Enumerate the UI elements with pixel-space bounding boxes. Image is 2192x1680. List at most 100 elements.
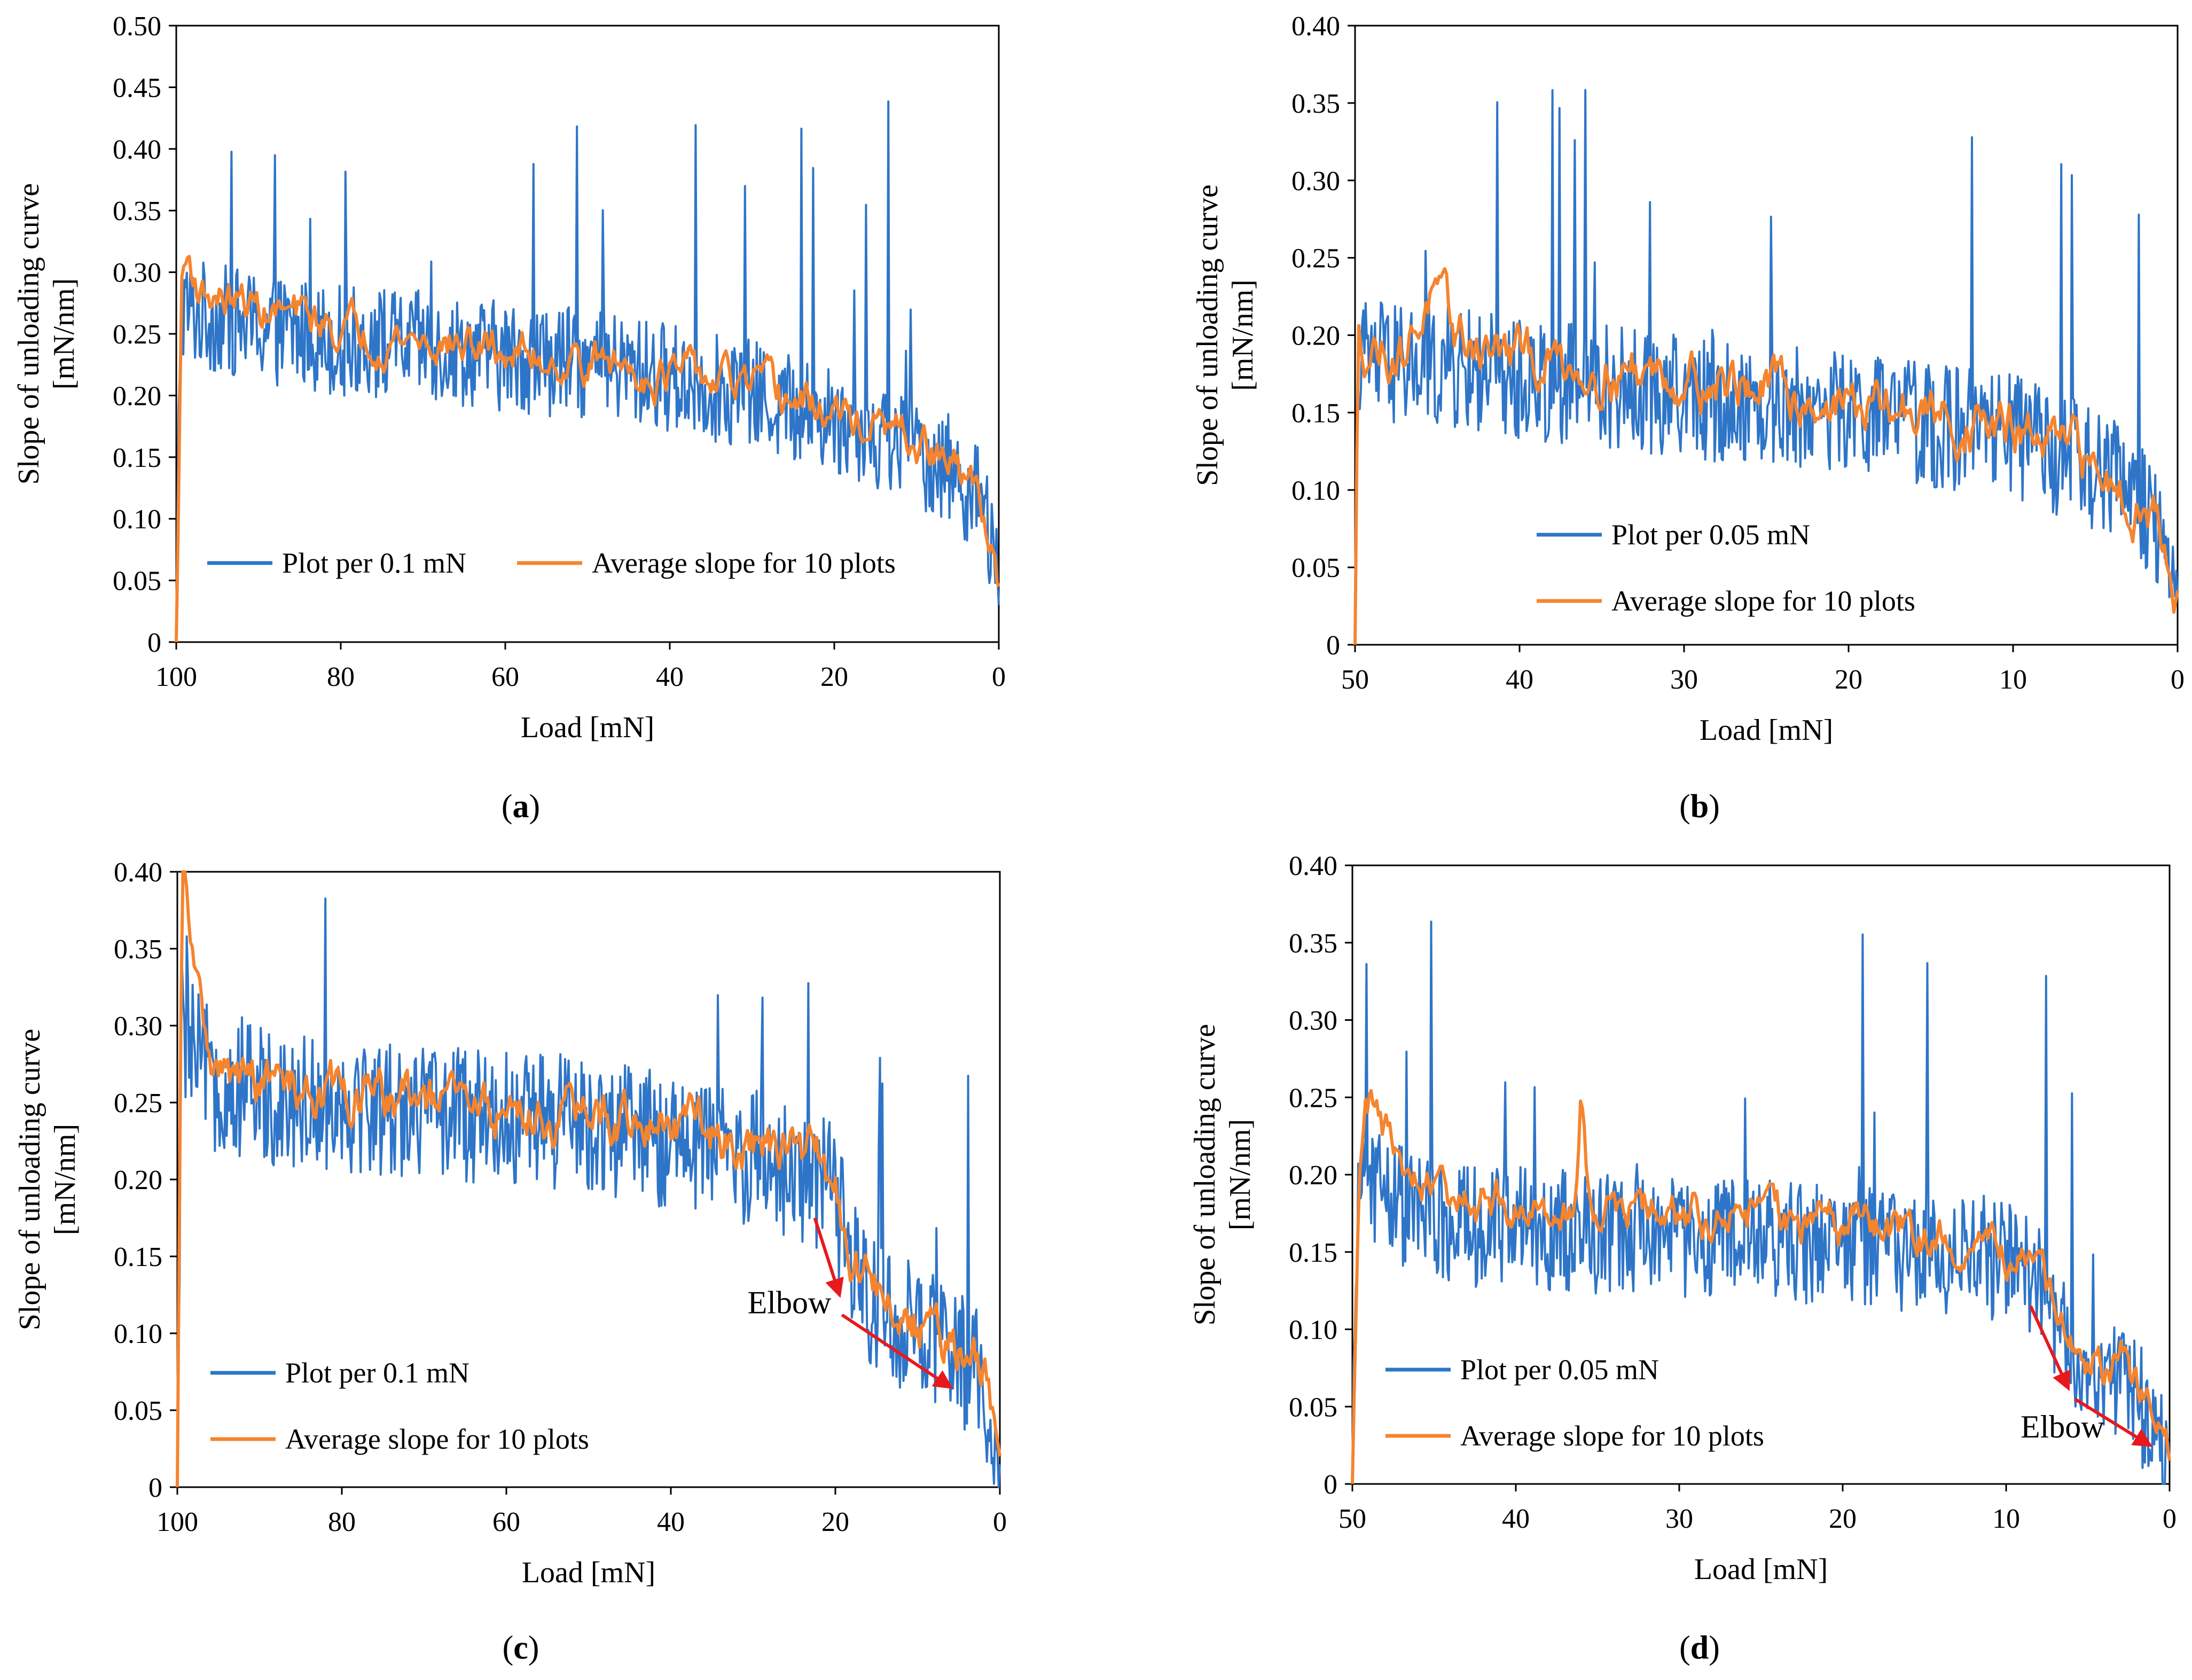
chart-panel-a: 0 0.05 0.10 0.15 0.20 0.25 0.30 0.35 0.40 0.45 0.5… [0,0,1096,840]
elbow-arrow-2 [841,1313,953,1389]
y-axis-label-line2: [mN/nm] [1224,1119,1257,1230]
legend-label: Plot per 0.05 mN [1611,519,1810,551]
y-axis-label-line1: Slope of unloading curve [1188,1024,1222,1326]
y-tick-label: 0.20 [113,381,161,411]
x-tick-label: 30 [1665,1504,1693,1534]
y-axis-label: Slope of unloading curve [mN/nm] [13,1029,82,1331]
chart-panel-d: 0 0.05 0.10 0.15 0.20 0.25 0.30 0.35 0.40 50 40 30 2… [1096,840,2192,1679]
x-tick-label: 20 [1835,665,1862,695]
series-line-average [1351,1089,2171,1484]
series-line-average [1353,267,2179,645]
y-axis-label: Slope of unloading curve [mN/nm] [1191,184,1259,486]
y-tick-label: 0.40 [1291,11,1340,42]
x-tick-label: 100 [155,662,197,692]
x-tick-label: 10 [1999,665,2027,695]
y-axis-label-line2: [mN/nm] [1226,279,1259,390]
x-tick-label: 10 [1992,1504,2020,1534]
elbow-annotation: Elbow [2021,1409,2104,1444]
y-tick-label: 0.20 [1289,1160,1337,1191]
x-tick-label: 40 [1506,665,1533,695]
y-axis-label-line1: Slope of unloading curve [13,1029,46,1331]
y-tick-label: 0.40 [1289,851,1337,881]
x-tick-label: 0 [2163,1504,2177,1534]
x-tick-label: 80 [328,1507,356,1537]
series-line-plot [175,100,1000,643]
y-tick-label: 0.15 [113,443,161,473]
x-tick-label: 50 [1341,665,1369,695]
x-tick-label: 20 [821,1507,849,1537]
x-tick-label: 40 [656,662,684,692]
x-tick-label: 40 [657,1507,685,1537]
y-tick-label: 0 [1324,1470,1337,1500]
x-tick-label: 80 [327,662,355,692]
chart-b-svg: 0 0.05 0.10 0.15 0.20 0.25 0.30 0.35 0.40 50 40 30 2… [1191,11,2185,747]
y-tick-label: 0.25 [1291,244,1340,274]
x-tick-label: 60 [492,1507,520,1537]
x-axis-label: Load [mN] [1694,1553,1828,1586]
y-axis-label: Slope of unloading curve [mN/nm] [12,183,81,485]
x-tick-label: 60 [491,662,519,692]
y-tick-label: 0.15 [1289,1238,1337,1268]
y-tick-label: 0 [148,1473,162,1503]
y-tick-label: 0.35 [113,196,161,226]
y-tick-label: 0.35 [1291,89,1340,119]
y-tick-label: 0.30 [1291,166,1340,197]
caption-d: (d) [1679,1630,1720,1666]
y-axis-label-line2: [mN/nm] [49,1124,82,1235]
y-tick-label: 0.10 [1289,1315,1337,1346]
x-tick-label: 0 [2171,665,2185,695]
y-tick-label: 0.45 [113,73,161,103]
y-axis-label: Slope of unloading curve [mN/nm] [1188,1024,1257,1326]
y-tick-label: 0.35 [114,934,162,965]
legend-label: Average slope for 10 plots [285,1423,589,1455]
x-tick-label: 40 [1502,1504,1530,1534]
x-tick-label: 20 [1829,1504,1857,1534]
legend-label: Plot per 0.1 mN [282,547,466,579]
y-axis-label-line1: Slope of unloading curve [12,183,45,485]
legend: Plot per 0.05 mN Average slope for 10 plo… [1537,519,1915,617]
y-tick-label: 0.30 [1289,1006,1337,1036]
legend-label: Average slope for 10 plots [1611,585,1915,617]
y-tick-label: 0.20 [1291,321,1340,351]
chart-d-svg: 0 0.05 0.10 0.15 0.20 0.25 0.30 0.35 0.40 50 40 30 2… [1188,851,2177,1586]
y-tick-label: 0.05 [114,1396,162,1426]
caption-b: (b) [1679,788,1720,825]
x-tick-label: 0 [992,662,1006,692]
legend-label: Plot per 0.1 mN [285,1357,469,1389]
chart-c-svg: 0 0.05 0.10 0.15 0.20 0.25 0.30 0.35 0.40 100 80 60… [13,857,1007,1589]
series-line-average [175,255,1000,643]
chart-panel-b: 0 0.05 0.10 0.15 0.20 0.25 0.30 0.35 0.40 50 40 30 2… [1096,0,2192,840]
legend-label: Plot per 0.05 mN [1460,1354,1659,1386]
series-line-plot [176,897,1001,1488]
elbow-arrow-2 [2073,1397,2153,1447]
y-tick-label: 0 [1326,630,1340,661]
x-tick-label: 50 [1338,1504,1366,1534]
caption-a: (a) [501,788,541,825]
legend-label: Average slope for 10 plots [592,547,896,579]
y-tick-label: 0.30 [113,258,161,288]
chart-panel-c: 0 0.05 0.10 0.15 0.20 0.25 0.30 0.35 0.40 100 80 60… [0,840,1096,1679]
y-tick-label: 0.15 [114,1242,162,1272]
elbow-arrow-1 [2029,1305,2071,1391]
legend: Plot per 0.05 mN Average slope for 10 plo… [1385,1354,1764,1452]
legend: Plot per 0.1 mN Average slope for 10 plot… [207,547,896,579]
legend-label: Average slope for 10 plots [1460,1420,1764,1452]
elbow-arrow-1 [813,1217,844,1298]
x-axis-label: Load [mN] [522,1556,655,1589]
y-tick-label: 0 [147,628,161,658]
x-tick-label: 20 [820,662,848,692]
y-tick-label: 0.40 [114,857,162,888]
y-tick-label: 0.10 [113,504,161,535]
y-tick-label: 0.40 [113,135,161,165]
y-tick-label: 0.25 [114,1088,162,1119]
y-tick-label: 0.10 [1291,475,1340,506]
x-axis-label: Load [mN] [521,711,654,744]
y-tick-label: 0.25 [113,319,161,350]
x-axis-label: Load [mN] [1700,714,1833,747]
y-tick-label: 0.05 [1291,553,1340,583]
legend: Plot per 0.1 mN Average slope for 10 plot… [210,1357,589,1455]
y-tick-label: 0.35 [1289,928,1337,959]
y-axis-label-line2: [mN/nm] [48,278,81,389]
y-tick-label: 0.10 [114,1319,162,1349]
x-tick-label: 30 [1670,665,1698,695]
